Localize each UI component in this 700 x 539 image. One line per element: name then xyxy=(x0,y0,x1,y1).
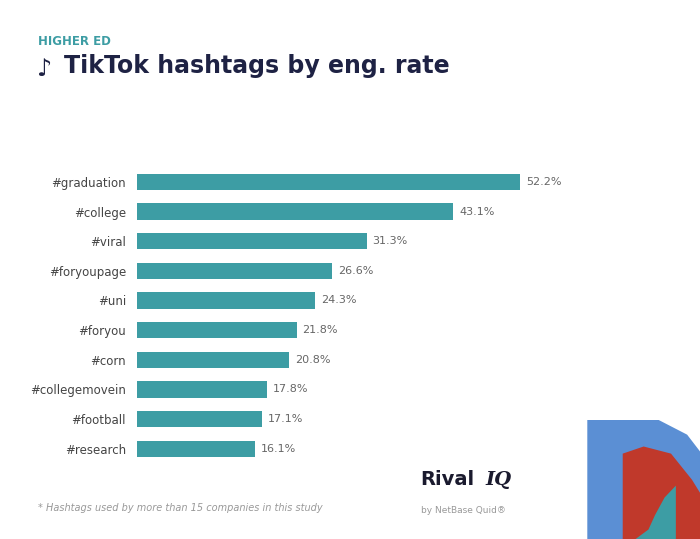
Text: 24.3%: 24.3% xyxy=(321,295,356,306)
Text: ♪: ♪ xyxy=(36,57,52,81)
Text: 52.2%: 52.2% xyxy=(526,177,561,187)
Polygon shape xyxy=(587,414,700,539)
Text: 17.1%: 17.1% xyxy=(268,414,303,424)
Bar xyxy=(136,203,454,220)
Text: 17.8%: 17.8% xyxy=(273,384,309,395)
Text: 16.1%: 16.1% xyxy=(260,444,296,454)
Bar xyxy=(136,351,289,368)
Text: 21.8%: 21.8% xyxy=(302,325,338,335)
Bar xyxy=(136,440,255,457)
Bar xyxy=(136,381,267,398)
Polygon shape xyxy=(623,446,700,539)
Text: TikTok hashtags by eng. rate: TikTok hashtags by eng. rate xyxy=(64,54,450,78)
Text: 20.8%: 20.8% xyxy=(295,355,331,365)
Bar xyxy=(136,411,262,427)
Bar xyxy=(136,292,315,309)
Text: * Hashtags used by more than 15 companies in this study: * Hashtags used by more than 15 companie… xyxy=(38,503,323,513)
Text: by NetBase Quid®: by NetBase Quid® xyxy=(421,506,506,515)
Bar xyxy=(136,233,367,250)
Text: IQ: IQ xyxy=(485,472,511,489)
Bar xyxy=(136,322,297,338)
Text: 26.6%: 26.6% xyxy=(338,266,373,276)
Polygon shape xyxy=(623,486,676,539)
Text: 31.3%: 31.3% xyxy=(372,236,407,246)
Bar xyxy=(136,174,520,190)
Text: 43.1%: 43.1% xyxy=(459,206,494,217)
Bar xyxy=(136,262,332,279)
Text: Rival: Rival xyxy=(420,471,474,489)
Text: HIGHER ED: HIGHER ED xyxy=(38,35,111,48)
